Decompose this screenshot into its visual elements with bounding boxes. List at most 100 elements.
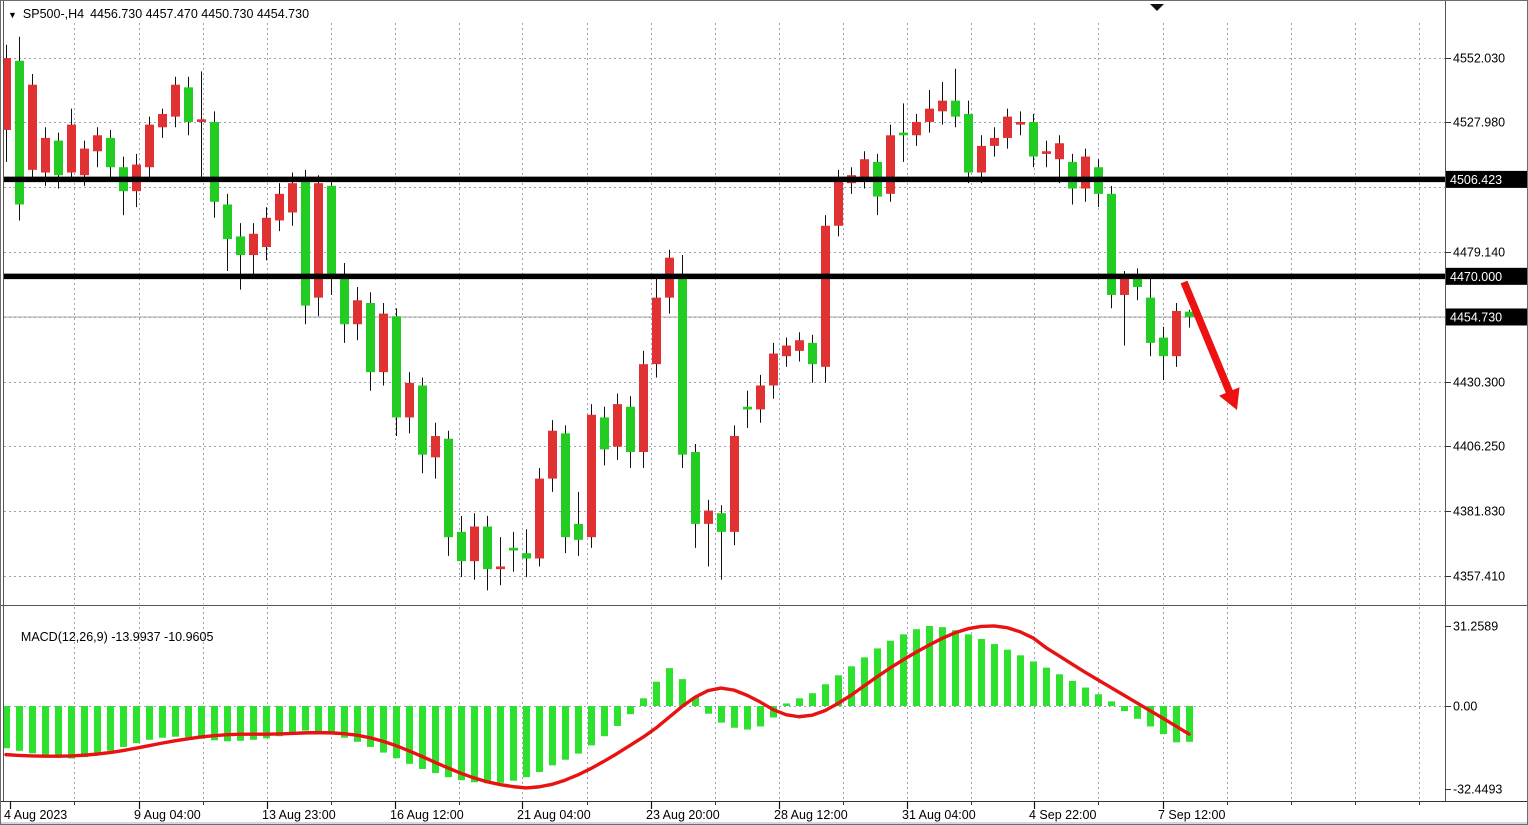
candle: [925, 90, 934, 133]
candle: [795, 332, 804, 362]
candle: [600, 406, 609, 466]
candle: [652, 279, 661, 378]
time-tick-label: 21 Aug 04:00: [517, 808, 591, 822]
price-tick-label: 4381.830: [1453, 505, 1505, 519]
candle: [4, 44, 11, 162]
macd-signal-line: [4, 624, 1191, 790]
candle: [249, 223, 258, 277]
candle: [1055, 135, 1064, 184]
macd-name: MACD(12,26,9): [20, 630, 108, 644]
price-tick-label: 4552.030: [1453, 52, 1505, 66]
candle: [15, 36, 24, 221]
candle: [1107, 185, 1116, 309]
candle: [1146, 279, 1155, 357]
time-tick-label: 4 Aug 2023: [4, 808, 67, 822]
candle: [1003, 108, 1012, 149]
candle: [418, 377, 427, 474]
candle: [106, 129, 115, 181]
candle: [860, 151, 869, 189]
candle: [886, 124, 895, 202]
candle: [457, 515, 466, 578]
candle: [743, 390, 752, 429]
candle: [392, 308, 401, 437]
candle: [912, 113, 921, 146]
macd-values: -13.9937 -10.9605: [111, 630, 214, 644]
candle: [314, 175, 323, 317]
symbol-label: SP500-,H4: [22, 7, 85, 21]
price-level-badge: 4506.423: [1450, 173, 1502, 187]
ohlc-quote: 4456.730 4457.470 4450.730 4454.730: [90, 7, 310, 21]
candle: [145, 116, 154, 178]
candle: [821, 215, 830, 383]
candle: [223, 193, 232, 272]
candle: [769, 342, 778, 399]
time-tick-label: 28 Aug 12:00: [774, 808, 848, 822]
candle: [574, 491, 583, 556]
candle: [483, 515, 492, 591]
candle: [548, 420, 557, 492]
candle: [1029, 113, 1038, 168]
price-level-badge: 4470.000: [1450, 270, 1502, 284]
candle: [184, 76, 193, 136]
candle: [197, 71, 206, 181]
candle: [899, 103, 908, 162]
candle: [210, 111, 219, 218]
candle: [990, 127, 999, 157]
candle: [41, 127, 50, 186]
candle: [353, 286, 362, 341]
candle: [964, 100, 973, 184]
candle: [509, 531, 518, 572]
price-grid: [4, 23, 1445, 604]
macd-tick-label: 31.2589: [1453, 620, 1498, 634]
candle: [730, 425, 739, 546]
price-axis: 4552.030 4527.980 4479.140 4430.300 4406.250…: [1445, 52, 1527, 584]
candle: [678, 255, 687, 468]
macd-indicator-label: MACD(12,26,9) -13.9937 -10.9605: [7, 616, 214, 658]
macd-tick-label: -32.4493: [1453, 783, 1502, 797]
candle: [496, 537, 505, 586]
macd-grid: [4, 607, 1445, 800]
candle: [93, 127, 102, 168]
candle: [28, 74, 37, 181]
chart-shift-marker-icon[interactable]: [1150, 4, 1164, 11]
candle: [1159, 326, 1168, 381]
candle: [535, 467, 544, 567]
macd-axis: 31.2589 0.00 -32.4493: [1445, 620, 1502, 797]
candle: [522, 529, 531, 578]
candle: [301, 169, 310, 325]
price-tick-label: 4479.140: [1453, 246, 1505, 260]
support-resistance-levels[interactable]: [4, 176, 1445, 280]
candle: [405, 372, 414, 434]
macd-tick-label: 0.00: [1453, 700, 1477, 714]
symbol-dropdown-icon[interactable]: ▼: [8, 9, 17, 20]
candle: [613, 393, 622, 460]
time-tick-label: 7 Sep 12:00: [1158, 808, 1225, 822]
candle: [951, 68, 960, 128]
candle: [444, 430, 453, 556]
price-level-badge: 4454.730: [1450, 310, 1502, 324]
candle: [119, 156, 128, 216]
candle: [626, 396, 635, 468]
candle: [561, 425, 570, 554]
candle: [1185, 309, 1194, 328]
candle: [1133, 268, 1142, 301]
candle: [379, 302, 388, 386]
time-tick-label: 9 Aug 04:00: [134, 808, 201, 822]
chart-title: ▼ SP500-,H4 4456.730 4457.470 4450.730 445…: [8, 7, 309, 21]
candlesticks: [4, 36, 1194, 591]
candle: [158, 108, 167, 138]
candle: [704, 499, 713, 567]
price-tick-label: 4430.300: [1453, 376, 1505, 390]
candle: [236, 223, 245, 290]
down-arrow-drawing[interactable]: [1180, 280, 1240, 410]
time-tick-label: 13 Aug 23:00: [262, 808, 336, 822]
candle: [639, 350, 648, 468]
candle: [756, 374, 765, 423]
candle: [67, 108, 76, 181]
time-tick-label: 4 Sep 22:00: [1029, 808, 1096, 822]
candle: [171, 76, 180, 128]
time-tick-label: 23 Aug 20:00: [646, 808, 720, 822]
candle: [1172, 302, 1181, 367]
